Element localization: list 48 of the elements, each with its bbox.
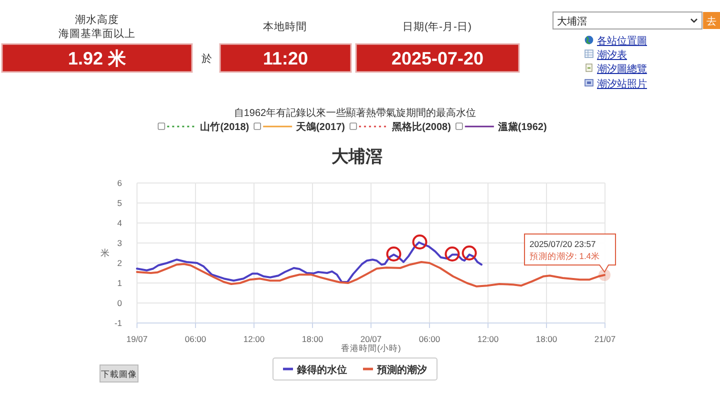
text: 潮水高度 — [75, 13, 119, 26]
y-tick-label: -1 — [114, 318, 122, 328]
legend-label: 溫黛(1962) — [496, 121, 547, 133]
point — [386, 246, 402, 262]
text: 潮汐站照片 — [597, 78, 647, 90]
y-tick-label: 4 — [117, 218, 122, 228]
text: 日期(年-月-日) — [402, 21, 472, 33]
legend-label: 山竹(2018) — [200, 121, 250, 133]
x-axis-title: 香港時間(小時) — [341, 343, 401, 353]
x-tick-label: 12:00 — [243, 334, 265, 344]
y-tick-label: 0 — [117, 298, 122, 308]
text: 去 — [706, 16, 716, 28]
x-tick-label: 21/07 — [594, 334, 616, 344]
text: 本地時間 — [263, 20, 307, 33]
x-tick-label: 06:00 — [418, 334, 440, 344]
legend-label: 黑格比(2008) — [391, 121, 451, 133]
text: 11:20 — [262, 48, 308, 68]
point — [444, 246, 460, 262]
x-tick-label: 18:00 — [302, 334, 324, 344]
x-tick-label: 19/07 — [126, 334, 148, 344]
legend-label: 天鴿(2017) — [295, 121, 345, 133]
text: 潮汐表 — [597, 49, 627, 61]
chart-title: 大埔滘 — [332, 147, 382, 166]
y-axis-title: 米 — [100, 248, 110, 258]
x-tick-label: 06:00 — [184, 334, 206, 344]
text: 下載圖像 — [101, 369, 137, 379]
y-tick-label: 3 — [117, 238, 122, 248]
point — [462, 246, 477, 260]
text: 潮汐圖總覽 — [597, 63, 647, 75]
y-tick-label: 5 — [117, 198, 122, 208]
legend-label: 預測的潮汐 — [376, 364, 427, 376]
text: 2025-07-20 — [391, 48, 484, 68]
annotation: 2025/07/20 23:57 預測的潮汐: 1.4米 — [530, 239, 600, 261]
text: 各站位置圖 — [597, 35, 647, 47]
point — [412, 234, 428, 250]
text: 大埔滘 — [557, 16, 587, 28]
x-tick-label: 12:00 — [477, 334, 499, 344]
text: 1.92 米 — [68, 48, 128, 68]
point — [598, 269, 611, 281]
y-tick-label: 2 — [117, 258, 122, 268]
y-tick-label: 1 — [117, 278, 122, 288]
text: 海圖基準面以上 — [58, 27, 136, 40]
x-tick-label: 20/07 — [360, 334, 382, 344]
text: 於 — [202, 52, 212, 65]
x-tick-label: 18:00 — [536, 334, 558, 344]
y-tick-label: 6 — [117, 178, 122, 188]
legend-label: 錄得的水位 — [296, 364, 347, 376]
text: 自1962年有記錄以來一些顯著熱帶氣旋期間的最高水位 — [234, 107, 476, 119]
